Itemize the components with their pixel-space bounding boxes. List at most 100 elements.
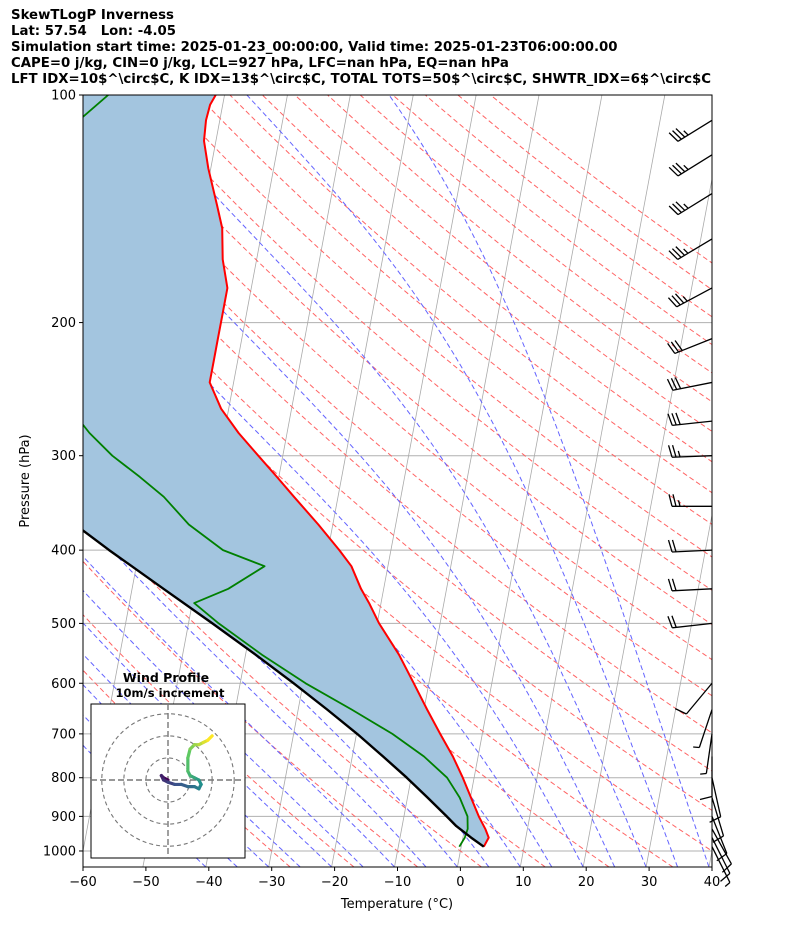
x-tick-label: 30 [641,875,658,890]
y-tick-label: 400 [51,544,76,559]
y-axis-label: Pressure (hPa) [18,434,33,527]
y-tick-label: 300 [51,449,76,464]
y-tick-label: 800 [51,771,76,786]
barb-flag [675,201,686,211]
barb-shaft [685,682,713,715]
moist-adiabat [83,319,553,867]
wind-barb [667,615,713,629]
header-line-5: LFT IDX=10$^\circ$C, K IDX=13$^\circ$C, … [11,72,711,87]
moist-adiabat [83,622,332,867]
x-tick-label: −20 [321,875,348,890]
barb-flag [672,130,682,140]
moist-adiabat [83,156,616,867]
barb-flag [674,708,687,715]
barb-flag [668,250,679,260]
barb-flag [668,132,679,142]
y-tick-label: 100 [51,89,76,104]
x-tick-label: −50 [132,875,159,890]
barb-shaft [677,238,713,261]
barb-flag [712,835,724,843]
series-dewpoint-line [83,95,469,848]
barb-flag [675,246,686,256]
barb-flag [674,293,685,304]
barb-flag [668,205,679,216]
y-tick-label: 500 [51,617,76,632]
dry-adiabat [294,95,712,432]
dry-adiabat [83,152,712,697]
wind-barb [667,539,713,553]
wind-barb [667,412,713,427]
barb-flag [675,128,686,138]
barb-shaft [672,549,713,553]
x-tick-label: −40 [195,875,222,890]
chart-header: SkewTLogP Inverness Lat: 57.54 Lon: -4.0… [11,8,711,88]
header-line-4: CAPE=0 j/kg, CIN=0 j/kg, LCL=927 hPa, LF… [11,56,509,71]
barb-flag [675,412,681,425]
barb-shaft [677,192,713,216]
barb-half-flag [724,881,731,887]
wind-profile-inset: Wind Profile 10m/s increment [90,670,246,859]
wind-barb [667,578,713,592]
barb-flag [672,494,677,507]
barb-flag [709,816,721,823]
wind-barb [668,494,712,507]
barb-flag [674,340,683,351]
barb-shaft [672,420,713,427]
cape-cin-shading [83,95,489,847]
isotherm-line [457,95,603,867]
header-line-1: SkewTLogP Inverness [11,8,174,23]
barb-flag [671,539,677,552]
barb-flag [670,341,680,353]
isotherm-line [645,512,712,867]
sounding-profiles [83,95,490,848]
wind-barb [674,682,713,715]
isotherm-line [268,95,414,867]
barb-shaft [677,154,713,177]
inset-subtitle: 10m/s increment [116,686,225,700]
moist-adiabat [83,589,364,867]
barb-shaft [711,816,728,854]
hodograph-segment [206,734,214,742]
moist-adiabat [83,478,458,867]
moist-adiabat [83,653,301,867]
barb-flag [667,297,678,308]
wind-barb [711,797,725,843]
barb-flag [671,248,682,258]
barb-flag [667,578,673,592]
dry-adiabat [83,192,712,734]
barb-half-flag [682,296,688,302]
x-tick-label: −60 [69,875,96,890]
x-tick-label: 0 [456,875,464,890]
wind-barb [711,828,732,873]
barb-flag [721,863,732,873]
barb-shaft [711,797,725,837]
barb-flag [672,203,682,213]
isotherm-line [708,848,712,867]
x-tick-label: 40 [704,875,721,890]
x-tick-label: −10 [384,875,411,890]
dry-adiabat [83,411,610,867]
dry-adiabat [83,614,355,867]
axis-ticks: −60 −50 −40 −30 −20 −10 0 10 20 30 40 1000 900 800 700… [43,89,720,891]
isotherm-line [519,95,666,867]
y-tick-label: 1000 [43,844,76,859]
barb-shaft [672,588,713,592]
x-axis-label: Temperature (°C) [340,897,453,912]
wind-barb [667,287,713,308]
dry-adiabat [424,95,712,318]
wind-barb [668,154,713,177]
wind-barb [711,816,728,862]
dry-adiabat [196,95,712,525]
moist-adiabat [83,555,395,867]
barb-flag [675,162,686,173]
y-tick-label: 200 [51,316,76,331]
barb-half-flag [677,500,681,507]
barb-shaft [698,709,713,748]
barb-flag [667,343,676,354]
dry-adiabat [490,95,712,264]
barb-flag [671,413,677,426]
y-tick-label: 600 [51,677,76,692]
barb-flag [666,378,674,391]
header-line-2: Lat: 57.54 Lon: -4.05 [11,24,177,39]
